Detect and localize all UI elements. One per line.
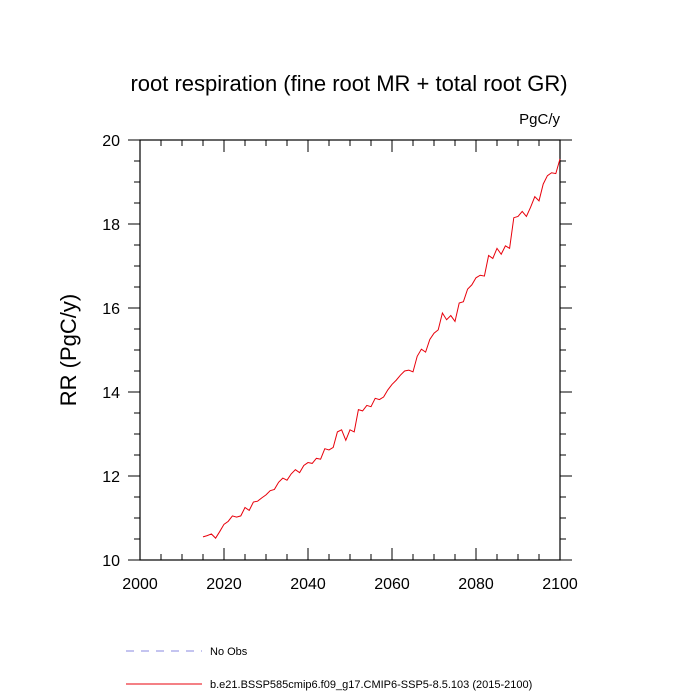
y-tick-label: 12 — [102, 469, 120, 486]
chart-title: root respiration (fine root MR + total r… — [130, 71, 567, 96]
axis-ticks: 2000 2020 2040 2060 2080 2100 10 12 14 16 18 20 — [102, 133, 578, 593]
y-axis-label: RR (PgC/y) — [56, 294, 81, 406]
y-tick-label: 10 — [102, 553, 120, 570]
x-tick-label: 2100 — [542, 576, 578, 593]
legend-label-ssp585: b.e21.BSSP585cmip6.f09_g17.CMIP6-SSP5-8.… — [210, 679, 532, 691]
x-tick-label: 2000 — [122, 576, 158, 593]
plot-frame — [139, 139, 561, 561]
y-tick-label: 18 — [102, 217, 120, 234]
x-tick-label: 2080 — [458, 576, 494, 593]
x-tick-label: 2020 — [206, 576, 242, 593]
series-layer — [202, 158, 561, 539]
units-label: PgC/y — [519, 111, 560, 128]
x-tick-label: 2060 — [374, 576, 410, 593]
y-tick-label: 16 — [102, 301, 120, 318]
x-tick-label: 2040 — [290, 576, 326, 593]
series-line — [202, 158, 561, 539]
legend-label-no-obs: No Obs — [210, 646, 248, 658]
y-tick-label: 20 — [102, 133, 120, 150]
legend: No Obs b.e21.BSSP585cmip6.f09_g17.CMIP6-… — [126, 646, 532, 691]
y-tick-label: 14 — [102, 385, 120, 402]
